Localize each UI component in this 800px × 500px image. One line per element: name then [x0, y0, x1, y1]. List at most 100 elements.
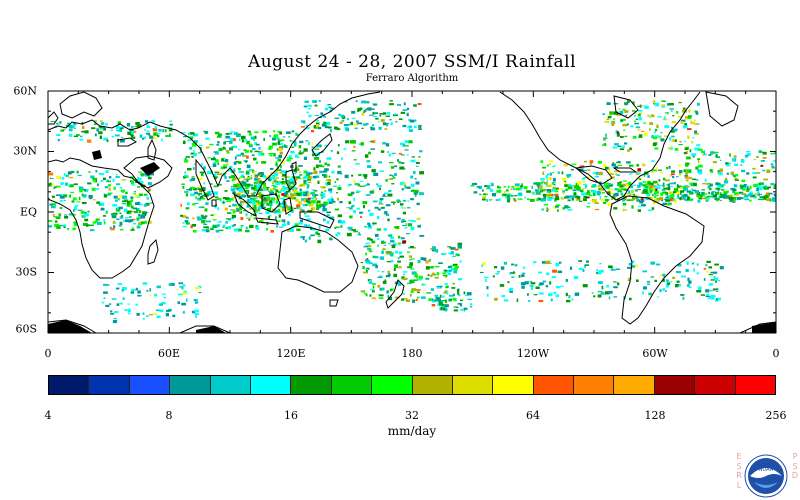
rain-cell	[102, 126, 106, 129]
rain-cell	[210, 214, 214, 216]
rain-cell	[377, 237, 380, 241]
rain-cell	[202, 186, 206, 190]
rain-cell	[643, 187, 648, 190]
rain-cell	[555, 294, 560, 298]
rain-cell	[648, 192, 651, 194]
rain-cell	[428, 298, 432, 302]
rain-cell	[637, 129, 641, 131]
rain-cell	[324, 201, 329, 205]
rain-cell	[380, 150, 385, 153]
rain-cell	[605, 166, 610, 170]
rain-cell	[111, 298, 117, 300]
rain-cell	[186, 202, 190, 206]
rain-cell	[245, 150, 249, 153]
rain-cell	[217, 162, 220, 166]
rain-cell	[296, 228, 301, 231]
rain-cell	[753, 183, 758, 188]
rain-cell	[714, 263, 719, 266]
rain-cell	[590, 200, 593, 202]
rain-cell	[348, 228, 351, 231]
rain-cell	[314, 104, 318, 107]
rain-cell	[324, 190, 327, 192]
rain-cell	[601, 285, 604, 290]
rain-cell	[713, 277, 719, 281]
rain-cell	[700, 294, 706, 296]
rain-cell	[367, 222, 371, 225]
rain-cell	[696, 144, 701, 147]
rain-cell	[390, 288, 394, 291]
rain-cell	[197, 193, 200, 195]
rain-cell	[703, 267, 706, 270]
rain-cell	[212, 219, 217, 221]
rain-cell	[377, 215, 380, 220]
rain-cell	[306, 105, 312, 107]
rain-cell	[351, 110, 356, 114]
rain-cell	[597, 294, 602, 298]
rain-cell	[708, 283, 713, 286]
rain-cell	[603, 183, 606, 187]
rain-cell	[334, 181, 337, 183]
rain-cell	[331, 196, 333, 199]
rain-cell	[719, 192, 722, 196]
rain-cell	[571, 298, 574, 301]
rain-cell	[714, 197, 718, 200]
rain-cell	[654, 185, 658, 189]
rain-cell	[765, 184, 767, 188]
rain-cell	[396, 217, 401, 220]
rain-cell	[628, 186, 632, 188]
rain-cell	[238, 228, 242, 232]
rain-cell	[397, 159, 399, 162]
rain-cell	[754, 192, 758, 196]
rain-cell	[253, 157, 257, 161]
rain-cell	[707, 297, 711, 300]
rain-cell	[81, 201, 87, 204]
colorbar-swatch	[89, 376, 130, 394]
rain-cell	[763, 186, 766, 190]
rain-cell	[724, 196, 729, 199]
rain-cell	[235, 208, 240, 212]
rain-cell	[379, 170, 384, 172]
rain-cell	[290, 209, 294, 213]
rain-cell	[642, 184, 646, 187]
rain-cell	[683, 187, 688, 191]
rain-cell	[316, 122, 320, 126]
rain-cell	[248, 168, 252, 172]
rain-cell	[307, 176, 312, 179]
rain-cell	[361, 100, 366, 104]
rain-cell	[272, 175, 274, 177]
rain-cell	[185, 193, 189, 197]
rain-cell	[381, 287, 385, 291]
rain-cell	[147, 220, 152, 224]
rain-cell	[299, 174, 303, 176]
rain-cell	[337, 128, 341, 131]
rain-cell	[405, 299, 410, 302]
rain-cell	[192, 134, 196, 137]
rain-cell	[122, 200, 126, 202]
rain-cell	[394, 113, 397, 116]
rain-cell	[298, 222, 303, 225]
rain-cell	[240, 225, 244, 227]
rain-cell	[251, 197, 254, 199]
rain-cell	[80, 210, 85, 214]
rain-cell	[119, 216, 124, 219]
rain-cell	[762, 185, 766, 188]
rain-cell	[117, 283, 122, 285]
rain-cell	[195, 301, 198, 304]
rain-cell	[202, 216, 207, 220]
rain-cell	[603, 139, 606, 141]
rain-cell	[214, 171, 220, 173]
rain-cell	[524, 281, 530, 283]
rain-cell	[259, 204, 263, 207]
rain-cell	[287, 194, 290, 197]
rain-cell	[613, 286, 618, 289]
rain-cell	[183, 136, 188, 138]
rain-cell	[337, 187, 342, 191]
rain-cell	[397, 200, 402, 203]
rain-cell	[629, 147, 632, 151]
rain-cell	[636, 163, 640, 167]
rain-cell	[269, 145, 273, 149]
uk-coastline	[48, 111, 59, 125]
rain-cell	[132, 207, 138, 210]
rain-cell	[720, 184, 724, 188]
rain-cell	[198, 206, 202, 208]
